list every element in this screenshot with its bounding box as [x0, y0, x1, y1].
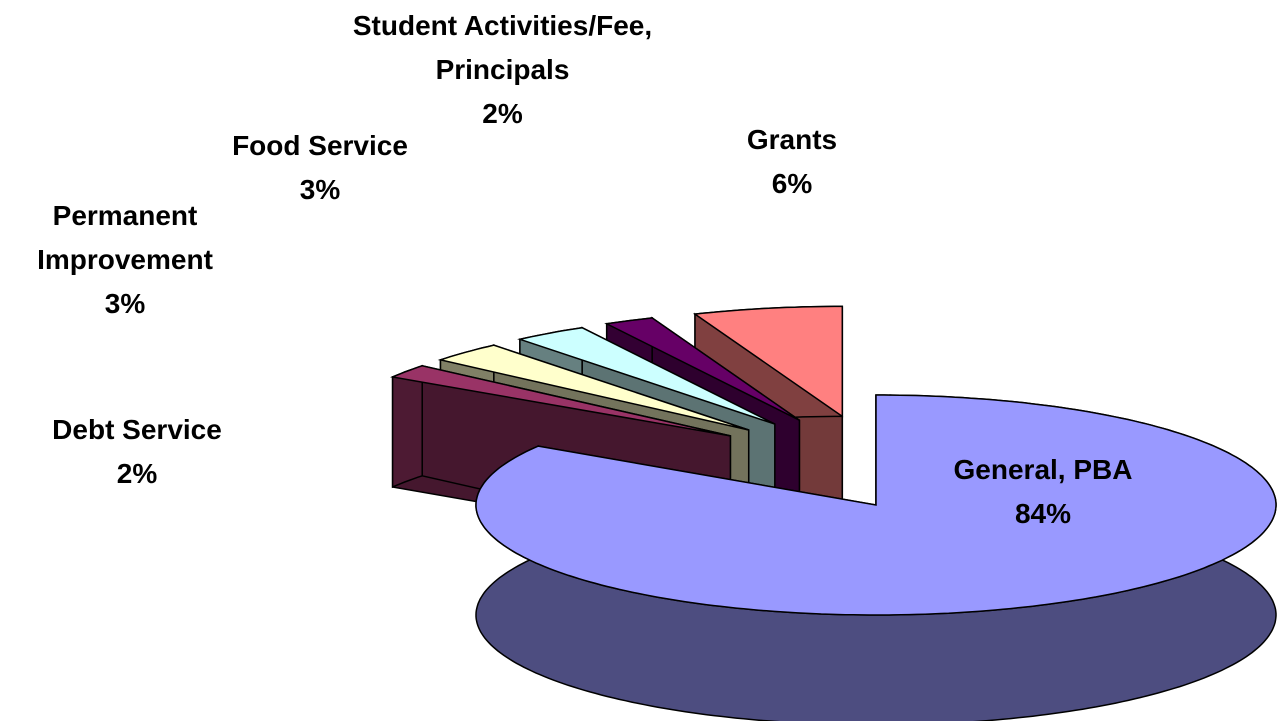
slice-top [604, 317, 800, 421]
category-label: Grants [746, 124, 838, 155]
slice-label: Grants 6% [692, 118, 892, 206]
slice-top [390, 365, 731, 437]
slice-top [437, 344, 749, 431]
category-label: General, PBA [953, 454, 1133, 485]
category-label: Debt Service [52, 414, 222, 445]
slice [475, 394, 1277, 721]
value-label: 6% [771, 168, 813, 199]
value-label: 2% [116, 458, 158, 489]
category-label: Permanent Improvement [37, 200, 213, 275]
value-label: 3% [104, 288, 146, 319]
value-label: 3% [299, 174, 341, 205]
slice-label: Permanent Improvement 3% [5, 194, 245, 326]
slice-label: Food Service 3% [180, 124, 460, 212]
slice-top [517, 326, 776, 425]
slice-wall [391, 364, 423, 489]
slice-label: Student Activities/Fee, Principals 2% [300, 4, 705, 136]
value-label: 2% [482, 98, 523, 129]
slice-label: Debt Service 2% [0, 408, 274, 496]
value-label: 84% [1014, 498, 1072, 529]
slice-label: General, PBA 84% [893, 448, 1193, 536]
category-label: Food Service [232, 130, 408, 161]
slice-top [692, 305, 844, 418]
slice-top [475, 394, 1277, 616]
category-label: Student Activities/Fee, Principals [352, 10, 653, 85]
